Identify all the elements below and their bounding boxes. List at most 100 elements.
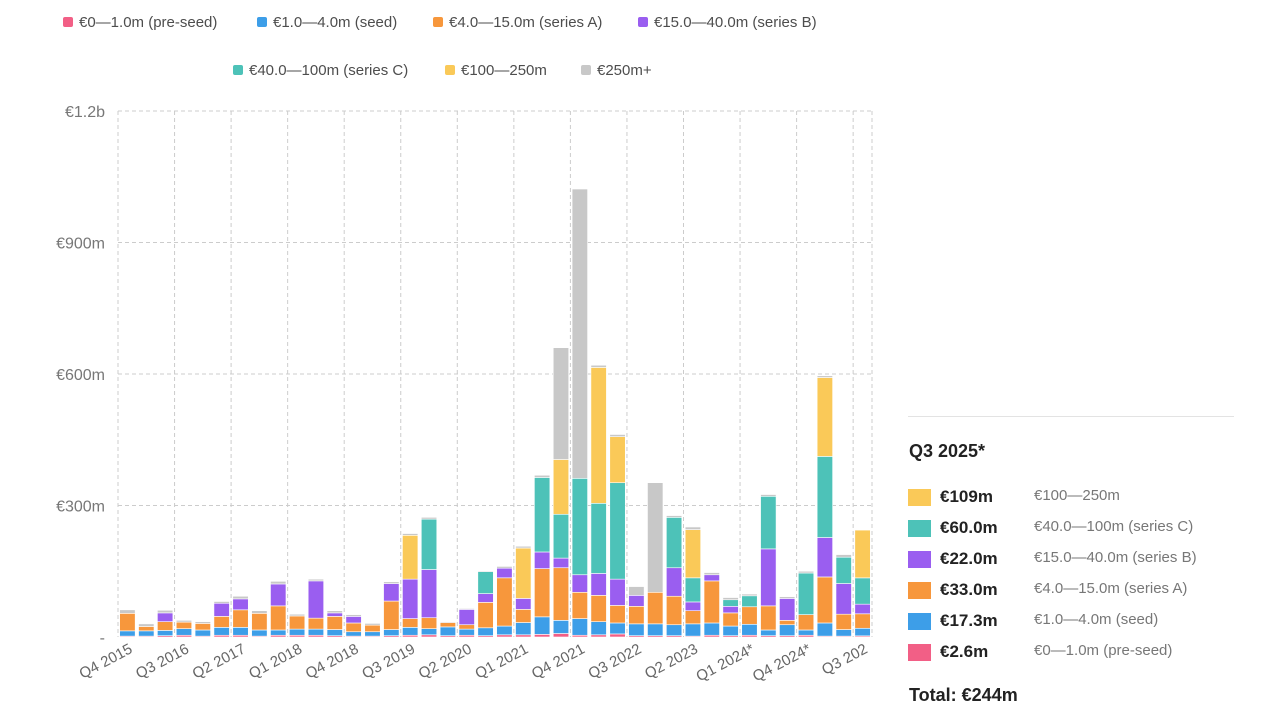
bar-segment[interactable] [779,624,796,636]
bar-segment[interactable] [175,621,193,629]
bar-segment[interactable] [552,347,570,460]
bar-segment[interactable] [326,612,343,617]
bar-segment[interactable] [666,595,683,626]
bar-segment[interactable] [835,554,852,558]
bar-segment[interactable] [666,517,683,569]
bar-segment[interactable] [666,567,683,597]
bar-segment[interactable] [345,614,362,617]
bar-segment[interactable] [213,602,230,617]
bar-segment[interactable] [496,577,513,627]
bar-segment[interactable] [364,631,381,637]
bar-segment[interactable] [289,613,306,617]
legend-swatch[interactable] [63,17,73,27]
legend-label[interactable]: €0—1.0m (pre-seed) [79,14,217,31]
bar-segment[interactable] [420,517,438,520]
legend-swatch[interactable] [445,65,455,75]
bar-segment[interactable] [722,612,739,627]
bar-segment[interactable] [760,605,777,631]
bar-segment[interactable] [684,623,701,637]
bar-segment[interactable] [590,621,607,636]
bar-segment[interactable] [666,515,683,518]
bar-segment[interactable] [477,602,494,629]
bar-segment[interactable] [270,605,287,631]
bar-segment[interactable] [307,617,324,630]
bar-segment[interactable] [797,570,815,574]
bar-segment[interactable] [383,581,400,584]
bar-segment[interactable] [760,495,777,550]
bar-segment[interactable] [251,613,268,631]
bar-segment[interactable] [157,609,174,614]
bar-segment[interactable] [119,609,136,614]
bar-segment[interactable] [552,557,570,569]
bar-segment[interactable] [684,577,701,603]
bar-segment[interactable] [571,618,588,636]
bar-segment[interactable] [552,513,570,559]
bar-segment[interactable] [439,621,456,623]
bar-segment[interactable] [157,621,174,631]
bar-segment[interactable] [571,188,588,479]
bar-segment[interactable] [571,591,588,619]
bar-segment[interactable] [590,595,607,622]
bar-segment[interactable] [515,634,532,638]
legend-swatch[interactable] [638,17,648,27]
legend-label[interactable]: €4.0—15.0m (series A) [449,14,602,31]
bar-segment[interactable] [420,569,438,619]
bar-segment[interactable] [194,629,211,637]
bar-segment[interactable] [194,623,211,631]
bar-segment[interactable] [797,614,815,631]
bar-segment[interactable] [138,630,155,637]
bar-segment[interactable] [835,556,852,584]
bar-segment[interactable] [647,591,664,625]
bar-segment[interactable] [232,609,249,628]
bar-segment[interactable] [402,627,419,636]
legend-swatch[interactable] [581,65,591,75]
bar-segment[interactable] [741,595,758,608]
bar-segment[interactable] [741,606,758,625]
bar-segment[interactable] [307,578,324,582]
bar-segment[interactable] [402,578,419,619]
bar-segment[interactable] [383,629,400,636]
bar-segment[interactable] [402,618,419,628]
bar-segment[interactable] [157,612,174,622]
legend-label[interactable]: €100—250m [461,62,547,79]
bar-segment[interactable] [552,620,570,634]
bar-segment[interactable] [383,583,400,602]
bar-segment[interactable] [326,610,343,614]
bar-segment[interactable] [816,456,833,538]
bar-segment[interactable] [496,625,513,636]
bar-segment[interactable] [760,629,777,636]
bar-segment[interactable] [383,600,400,630]
bar-segment[interactable] [590,634,607,638]
bar-segment[interactable] [157,630,174,636]
bar-segment[interactable] [854,613,871,629]
bar-segment[interactable] [590,503,607,574]
bar-segment[interactable] [402,533,419,536]
bar-segment[interactable] [779,620,796,626]
bar-segment[interactable] [119,630,136,637]
bar-segment[interactable] [515,545,532,549]
bar-segment[interactable] [609,605,626,624]
bar-segment[interactable] [571,478,588,576]
bar-segment[interactable] [534,634,551,638]
bar-segment[interactable] [534,477,551,553]
bar-segment[interactable] [515,598,532,610]
bar-segment[interactable] [628,586,645,596]
bar-segment[interactable] [326,629,343,636]
bar-segment[interactable] [703,574,720,582]
bar-segment[interactable] [628,595,645,607]
bar-segment[interactable] [364,623,381,626]
bar-segment[interactable] [779,596,796,599]
bar-segment[interactable] [590,367,607,504]
bar-segment[interactable] [213,601,230,604]
bar-segment[interactable] [741,593,758,597]
bar-segment[interactable] [232,598,249,611]
legend-label[interactable]: €1.0—4.0m (seed) [273,14,397,31]
bar-segment[interactable] [722,625,739,636]
bar-segment[interactable] [854,577,871,605]
legend-label[interactable]: €250m+ [597,62,652,79]
bar-segment[interactable] [345,622,362,633]
bar-segment[interactable] [647,482,664,593]
bar-segment[interactable] [703,622,720,636]
bar-segment[interactable] [402,535,419,580]
bar-segment[interactable] [270,629,287,636]
